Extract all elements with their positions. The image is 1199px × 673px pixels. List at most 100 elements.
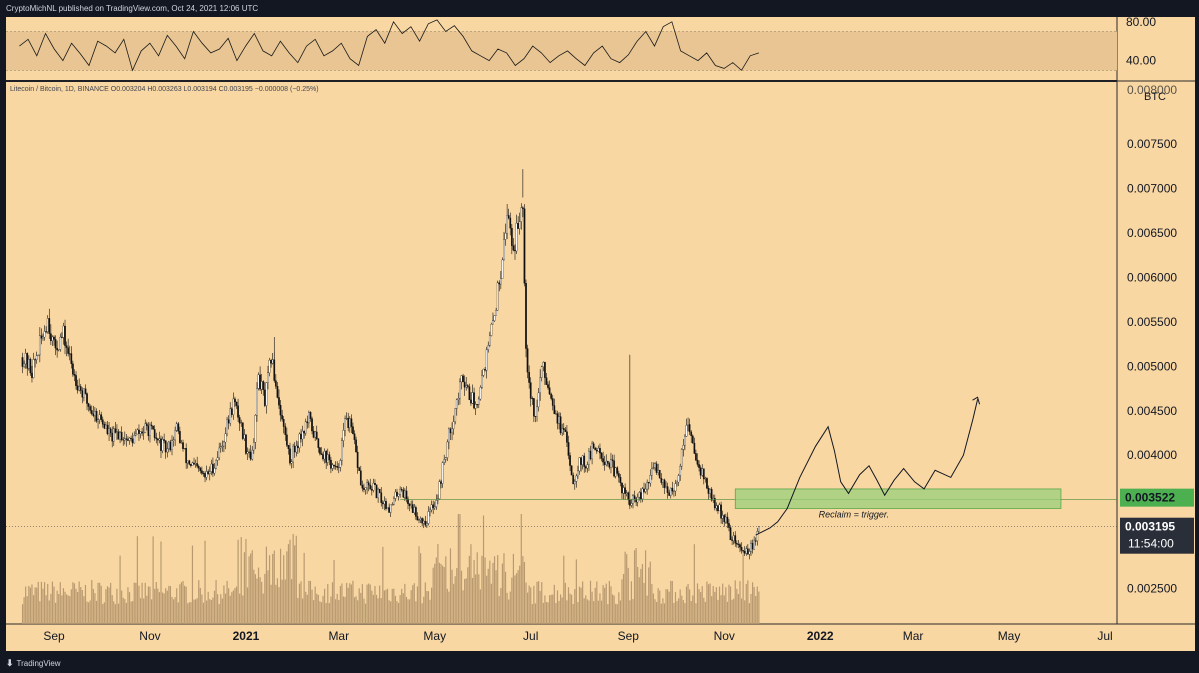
candle-body — [89, 406, 92, 411]
candle-body — [369, 484, 372, 490]
candle-body — [212, 463, 214, 474]
reclaim-zone[interactable] — [734, 488, 1062, 509]
candle-body — [103, 424, 106, 429]
volume-bar — [207, 591, 209, 624]
volume-bar — [419, 553, 422, 624]
volume-bar — [520, 514, 522, 624]
volume-bar — [552, 594, 554, 624]
candle-body — [588, 450, 590, 465]
volume-bar — [426, 590, 428, 624]
volume-bar — [678, 598, 680, 624]
volume-bar — [300, 581, 302, 624]
candle-body — [141, 431, 143, 434]
tradingview-footer[interactable]: ⬇︎ TradingView — [6, 658, 61, 669]
candle-body — [429, 509, 431, 512]
volume-bar — [643, 582, 645, 624]
volume-bar — [597, 600, 599, 624]
candle-body — [57, 349, 60, 351]
volume-bar — [161, 592, 164, 624]
volume-bar — [611, 594, 614, 624]
volume-bar — [316, 593, 318, 624]
candle-body — [732, 535, 735, 541]
candle-body — [281, 415, 283, 420]
volume-bar — [394, 595, 397, 624]
candle-body — [319, 447, 321, 454]
volume-bar — [676, 601, 678, 624]
candle-body — [372, 483, 375, 491]
volume-bar — [224, 593, 227, 624]
candle-body — [449, 428, 452, 434]
volume-bar — [311, 589, 313, 624]
volume-bar — [600, 600, 603, 624]
candle-body — [326, 454, 329, 463]
volume-bar — [453, 583, 455, 624]
candle-body — [388, 507, 390, 513]
candle-body — [325, 451, 328, 463]
volume-bar — [537, 581, 540, 624]
volume-bar — [517, 570, 519, 624]
projection-path[interactable] — [755, 399, 979, 536]
volume-bar — [737, 594, 740, 624]
candle-body — [687, 424, 689, 426]
volume-bar — [750, 593, 752, 624]
volume-bar — [504, 571, 507, 624]
candle-body — [116, 431, 118, 433]
candle-body — [479, 387, 482, 400]
volume-bar — [698, 589, 700, 624]
main-pane-background[interactable] — [6, 82, 1117, 624]
candle-body — [245, 434, 247, 454]
candle-body — [599, 448, 601, 454]
volume-bar — [217, 594, 219, 624]
candle-body — [522, 207, 524, 209]
candle-body — [452, 421, 455, 429]
volume-bar — [711, 596, 713, 624]
candle-body — [643, 488, 645, 492]
candle-body — [311, 418, 313, 432]
volume-bar — [262, 593, 264, 624]
volume-bar — [667, 589, 669, 624]
candle-body — [493, 315, 496, 321]
candle-body — [364, 487, 367, 490]
volume-bar — [662, 598, 664, 624]
volume-bar — [707, 584, 710, 624]
volume-bar — [593, 601, 595, 624]
volume-bar — [347, 587, 349, 624]
candle-body — [649, 475, 652, 484]
volume-bar — [198, 580, 200, 624]
annotation-text[interactable]: Reclaim = trigger. — [819, 509, 889, 519]
candle-body — [702, 468, 705, 480]
volume-bar — [640, 568, 642, 624]
candle-body — [235, 401, 238, 406]
candle-body — [536, 406, 538, 417]
candle-body — [213, 468, 216, 474]
candle-body — [591, 443, 593, 460]
volume-bar — [232, 590, 234, 624]
volume-bar — [234, 588, 236, 624]
volume-bar — [368, 583, 370, 624]
candle-body — [43, 331, 46, 338]
candle-body — [377, 489, 379, 499]
projection-arrow-head — [972, 396, 981, 405]
volume-bar — [160, 541, 162, 624]
volume-bar — [375, 594, 378, 624]
time-axis-tick-label: May — [998, 629, 1021, 643]
candle-body — [383, 501, 386, 505]
volume-bar — [509, 591, 511, 624]
volume-bar — [626, 554, 628, 624]
volume-bar — [632, 599, 634, 624]
volume-bar — [50, 593, 52, 624]
candle-body — [32, 359, 35, 378]
volume-bar — [168, 585, 170, 624]
time-axis-tick-label: 2022 — [807, 629, 834, 643]
candle-body — [314, 431, 317, 438]
candle-body — [589, 450, 592, 460]
volume-bar — [36, 587, 38, 624]
volume-bar — [729, 586, 732, 624]
candle-body — [443, 459, 446, 463]
candle-body — [108, 428, 110, 434]
candle-body — [298, 433, 301, 449]
candle-body — [180, 442, 183, 444]
volume-bar — [476, 552, 478, 624]
candle-body — [671, 487, 674, 492]
